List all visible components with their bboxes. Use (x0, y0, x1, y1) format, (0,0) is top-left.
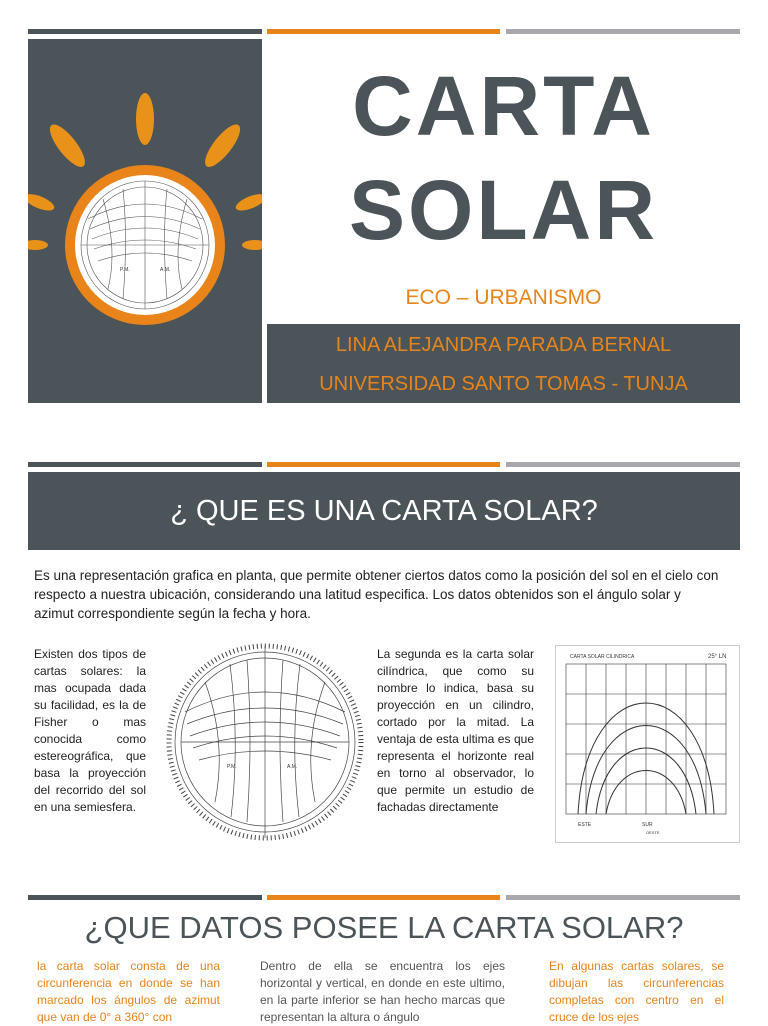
stereographic-chart: P.M. A.M. (166, 643, 364, 841)
stripe (28, 29, 262, 34)
cover-panel: P.M. A.M. (22, 39, 268, 403)
stripe (267, 462, 500, 467)
stripe (506, 462, 740, 467)
sun-rays (22, 93, 268, 250)
cover-subtitle: ECO – URBANISMO (405, 286, 602, 309)
cover-title: SOLAR (349, 163, 658, 257)
stripe (506, 895, 740, 900)
institution: UNIVERSIDAD SANTO TOMAS - TUNJA (319, 373, 688, 395)
chart-label: P.M. (120, 267, 130, 273)
cover-title: CARTA (352, 59, 655, 153)
chart-label: ESTE (578, 822, 592, 828)
chart-label: A.M. (160, 267, 170, 273)
chart-label: 25° LN (708, 654, 726, 660)
section-heading: ¿ QUE ES UNA CARTA SOLAR? (28, 472, 740, 550)
paragraph: Existen dos tipos de cartas solares: la … (34, 647, 146, 814)
stripe (28, 895, 262, 900)
chart-label: CARTA SOLAR CILINDRICA (570, 654, 635, 660)
chart-label: OESTE (646, 830, 660, 835)
author: LINA ALEJANDRA PARADA BERNAL (335, 334, 672, 356)
paragraph: La segunda es la carta solar cilíndrica,… (377, 647, 534, 814)
paragraph: Dentro de ella se encuentra los ejes hor… (260, 959, 505, 1024)
cylindrical-chart: CARTA SOLAR CILINDRICA 25° LN ESTE SUR O… (555, 645, 740, 843)
stripe (267, 29, 500, 34)
paragraph: Es una representación grafica en planta,… (34, 568, 719, 621)
chart-label: A.M. (287, 764, 297, 770)
section-heading: ¿QUE DATOS POSEE LA CARTA SOLAR? (84, 910, 684, 945)
paragraph: En algunas cartas solares, se dibujan la… (549, 959, 724, 1024)
cover-info-box: LINA ALEJANDRA PARADA BERNAL UNIVERSIDAD… (267, 324, 740, 403)
stripe (28, 462, 262, 467)
chart-label: P.M. (227, 764, 237, 770)
chart-label: SUR (642, 822, 653, 828)
stripe (506, 29, 740, 34)
stripe (267, 895, 500, 900)
sun-icon: P.M. A.M. (22, 93, 268, 325)
paragraph: la carta solar consta de una circunferen… (37, 959, 220, 1024)
